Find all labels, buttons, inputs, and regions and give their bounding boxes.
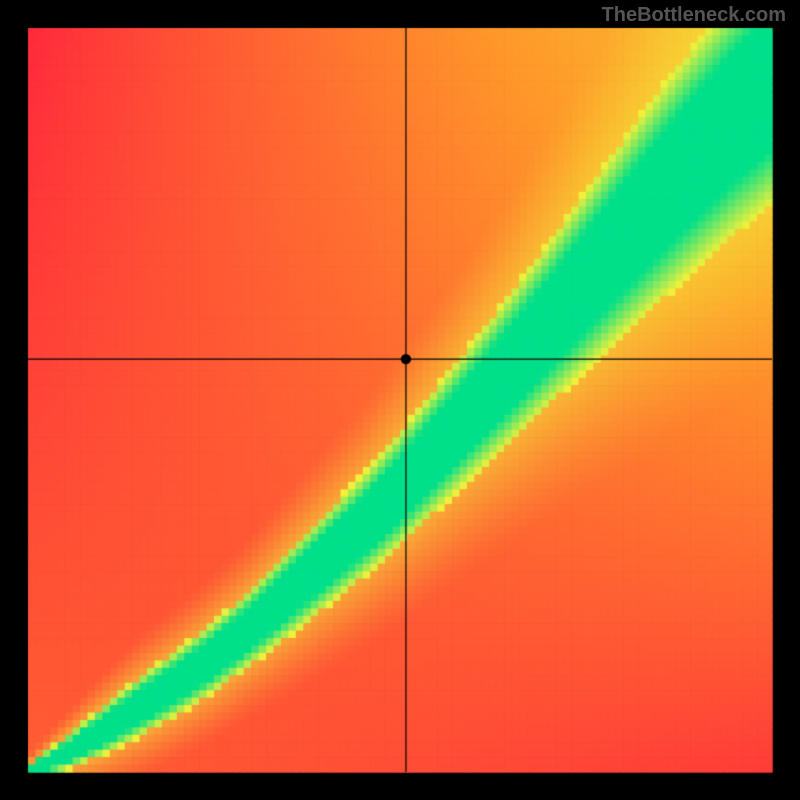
- bottleneck-heatmap: [0, 0, 800, 800]
- chart-frame: TheBottleneck.com: [0, 0, 800, 800]
- attribution-text: TheBottleneck.com: [602, 4, 786, 27]
